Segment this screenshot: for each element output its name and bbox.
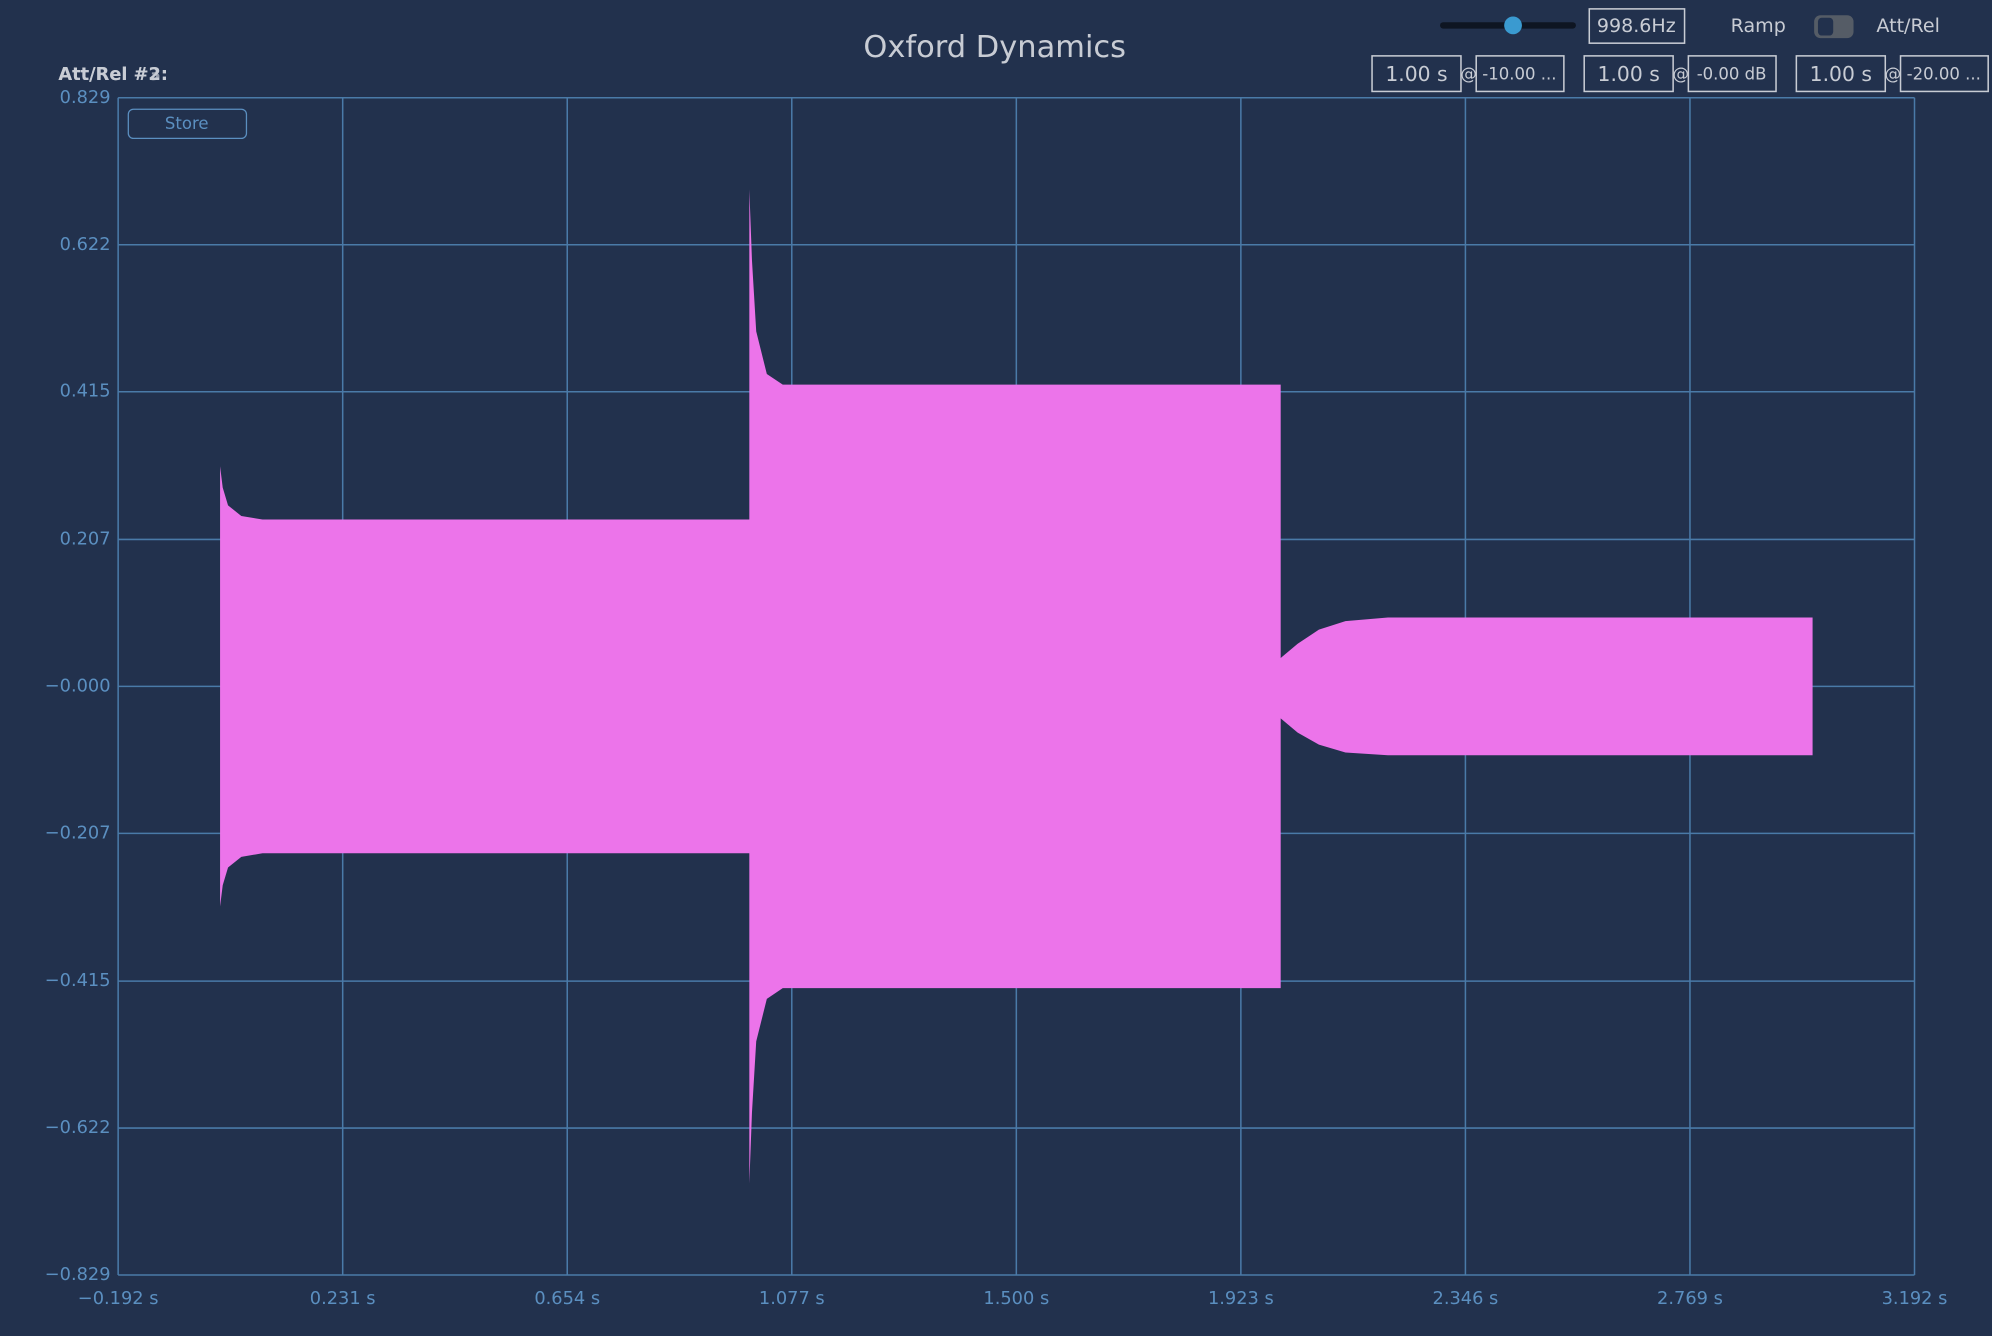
store-button[interactable] bbox=[127, 108, 248, 140]
x-tick-label: 1.077 s bbox=[759, 1288, 825, 1309]
x-tick-label: 1.923 s bbox=[1208, 1288, 1274, 1309]
time-value: 1.00 s bbox=[1598, 62, 1660, 86]
section-label: Att/Rel #3: bbox=[58, 64, 168, 85]
time-value: 1.00 s bbox=[1810, 62, 1872, 86]
time-box[interactable] bbox=[1795, 55, 1887, 93]
level-box[interactable] bbox=[1687, 55, 1777, 93]
frequency-box[interactable] bbox=[1588, 8, 1686, 44]
time-box[interactable] bbox=[1371, 55, 1462, 93]
waveform bbox=[220, 189, 1813, 1184]
time-box[interactable] bbox=[1583, 55, 1674, 93]
at-sign: @ bbox=[1672, 64, 1689, 83]
app-title: Oxford Dynamics bbox=[863, 30, 1126, 65]
y-tick-label: 0.622 bbox=[60, 234, 111, 255]
y-tick-label: 0.415 bbox=[60, 381, 111, 402]
x-tick-label: 3.192 s bbox=[1882, 1288, 1948, 1309]
level-value: -10.00 ... bbox=[1482, 64, 1556, 83]
stages: 1.00 s @ -10.00 ... 1.00 s @ -0.00 dB 1.00 s @ -… bbox=[1371, 55, 1989, 93]
x-tick-label: 0.654 s bbox=[534, 1288, 600, 1309]
section-label: Att/Rel #2: bbox=[58, 64, 168, 85]
toggle-thumb bbox=[1817, 17, 1834, 36]
at-sign: @ bbox=[1885, 64, 1902, 83]
ramp-label: Ramp bbox=[1731, 15, 1786, 37]
store-label: Store bbox=[165, 114, 209, 133]
y-tick-label: −0.000 bbox=[45, 675, 111, 696]
level-box[interactable] bbox=[1899, 55, 1989, 93]
plot: −0.829 −0.622 −0.415 −0.207 −0.000 0.207 0.415… bbox=[45, 87, 1948, 1309]
level-value: -20.00 ... bbox=[1907, 64, 1981, 83]
x-tick-label: 1.500 s bbox=[983, 1288, 1049, 1309]
x-tick-label: −0.192 s bbox=[78, 1288, 159, 1309]
mode-label: Att/Rel bbox=[1876, 15, 1939, 37]
time-value: 1.00 s bbox=[1385, 62, 1447, 86]
x-tick-label: 2.769 s bbox=[1657, 1288, 1723, 1309]
y-tick-label: −0.415 bbox=[45, 970, 111, 991]
y-tick-label: −0.622 bbox=[45, 1117, 111, 1138]
slider-knob[interactable] bbox=[1504, 16, 1522, 35]
level-value: -0.00 dB bbox=[1697, 64, 1767, 83]
level-box[interactable] bbox=[1475, 55, 1565, 93]
x-tick-label: 2.346 s bbox=[1433, 1288, 1499, 1309]
at-sign: @ bbox=[1460, 64, 1477, 83]
frequency-value: 998.6Hz bbox=[1597, 15, 1676, 37]
y-tick-label: −0.829 bbox=[45, 1264, 111, 1285]
y-tick-label: −0.207 bbox=[45, 822, 111, 843]
y-tick-label: 0.829 bbox=[60, 87, 111, 108]
y-tick-label: 0.207 bbox=[60, 528, 111, 549]
x-tick-label: 0.231 s bbox=[310, 1288, 376, 1309]
